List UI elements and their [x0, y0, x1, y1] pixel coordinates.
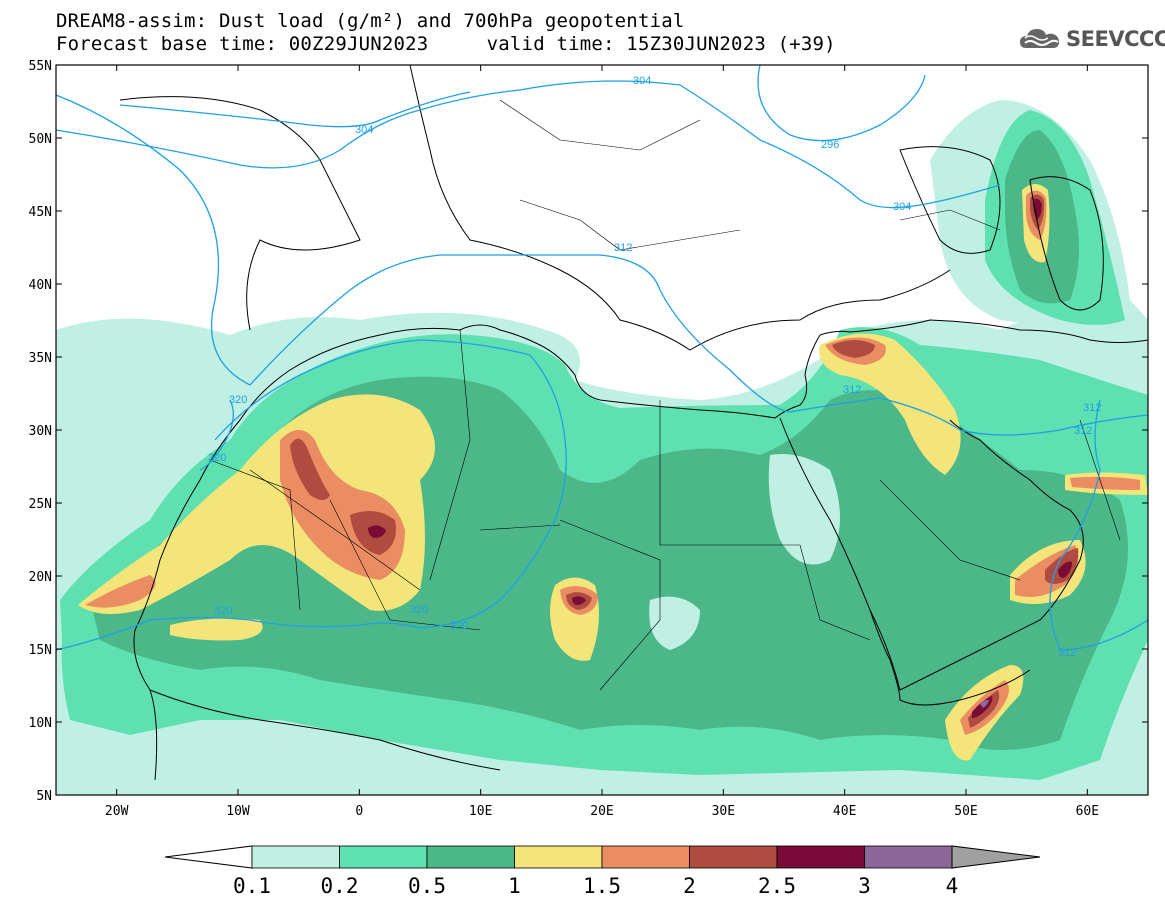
colorbar-segment	[339, 845, 428, 869]
logo-text: SEEVCCC	[1066, 27, 1165, 51]
contour-label: 296	[821, 139, 839, 151]
lon-tick-label: 60E	[1076, 804, 1099, 819]
lon-tick-label: 20W	[105, 804, 129, 819]
dust-level-2.5-niger	[368, 525, 386, 538]
dust-level-1-mali	[170, 618, 263, 641]
lon-tick-label: 40E	[833, 804, 856, 819]
coastlines	[119, 65, 1148, 781]
colorbar-segment	[689, 845, 778, 869]
lat-tick-label: 55N	[29, 59, 52, 74]
contour-304-north	[56, 80, 1001, 209]
dust-level-1.5-west	[85, 575, 156, 608]
contour-label: 320	[410, 604, 428, 616]
lat-tick-label: 5N	[36, 789, 52, 804]
dust-gap-sahel	[649, 596, 700, 650]
lon-tick-label: 10W	[226, 804, 250, 819]
contour-label: 320	[208, 452, 226, 464]
geopotential-contours	[56, 65, 1148, 651]
contour-312-south	[1049, 399, 1148, 651]
dust-level-1-iraq	[819, 333, 961, 475]
colorbar-label: 0.5	[408, 874, 446, 898]
colorbar-label: 1	[508, 874, 521, 898]
colorbar-label: 1.5	[583, 874, 621, 898]
dust-level-3-somalia	[980, 699, 989, 708]
dust-level-2-iraq	[832, 340, 875, 358]
colorbar-label: 2.5	[758, 874, 796, 898]
contour-label: 304	[893, 201, 911, 213]
colorbar-below-triangle	[164, 845, 253, 869]
contour-label: 312	[1074, 425, 1092, 437]
country-borders	[209, 99, 1121, 691]
colorbar-label: 3	[858, 874, 871, 898]
colorbar-label: 2	[683, 874, 696, 898]
colorbar-segment	[251, 845, 340, 869]
contour-304-atlantic	[56, 94, 251, 386]
seevccc-logo: SEEVCCC	[1018, 24, 1165, 54]
lat-tick-label: 10N	[29, 716, 52, 731]
colorbar-segment	[426, 845, 515, 869]
lat-tick-label: 45N	[29, 205, 52, 220]
colorbar-label: 0.1	[233, 874, 271, 898]
lat-tick-label: 50N	[29, 132, 52, 147]
dust-gap-egypt	[768, 454, 840, 565]
contour-312	[249, 254, 1148, 436]
lat-tick-label: 30N	[29, 424, 52, 439]
lon-tick-label: 30E	[712, 804, 735, 819]
contour-320-loop	[199, 399, 234, 471]
colorbar-label: 0.2	[321, 874, 359, 898]
colorbar-segment	[864, 845, 953, 869]
contour-labels: 304 304 296 304 312 320 320 320 320 320 …	[208, 75, 1101, 659]
lon-tick-label: 0	[355, 804, 363, 819]
colorbar-label: 4	[946, 874, 959, 898]
lat-tick-label: 20N	[29, 570, 52, 585]
contour-304-west	[119, 91, 471, 128]
dust-fields	[56, 100, 1148, 795]
map-axes: 55N 50N 45N 40N 35N 30N 25N 20N 15N 10N 5N 20W 10W 0 1…	[29, 59, 1148, 819]
lat-tick-label: 35N	[29, 351, 52, 366]
dust-level-2.5-tibesti	[572, 596, 586, 605]
lon-tick-label: 10E	[469, 804, 492, 819]
lat-tick-label: 25N	[29, 497, 52, 512]
lon-tick-label: 50E	[954, 804, 977, 819]
contour-296	[757, 65, 926, 142]
lat-tick-label: 15N	[29, 643, 52, 658]
lon-tick-label: 20E	[590, 804, 613, 819]
lat-tick-label: 40N	[29, 278, 52, 293]
contour-label: 320	[229, 394, 247, 406]
contour-label: 320	[450, 620, 468, 632]
colorbar-segment	[776, 845, 865, 869]
colorbar-segment	[601, 845, 690, 869]
contour-label: 304	[355, 124, 373, 136]
contour-label: 304	[633, 75, 651, 87]
contour-label: 320	[214, 605, 232, 617]
dust-level-2.5-oman	[1058, 561, 1072, 578]
colorbar-above-triangle	[951, 845, 1041, 869]
cloud-icon	[1020, 29, 1059, 48]
contour-label: 312	[1058, 647, 1076, 659]
dust-level-1.5-iran	[1070, 476, 1140, 490]
dust-level-2-algeria	[290, 438, 330, 500]
colorbar-segment	[514, 845, 603, 869]
colorbar: 0.1 0.2 0.5 1 1.5 2 2.5 3 4	[164, 845, 1041, 898]
contour-label: 312	[1083, 402, 1101, 414]
map-title: DREAM8-assim: Dust load (g/m²) and 700hP…	[56, 10, 685, 32]
contour-320-north	[56, 339, 567, 651]
forecast-times: Forecast base time: 00Z29JUN2023 valid t…	[56, 33, 836, 55]
dust-level-2.5-caspian	[1033, 198, 1042, 220]
contour-label: 312	[614, 242, 632, 254]
contour-label: 312	[843, 384, 861, 396]
